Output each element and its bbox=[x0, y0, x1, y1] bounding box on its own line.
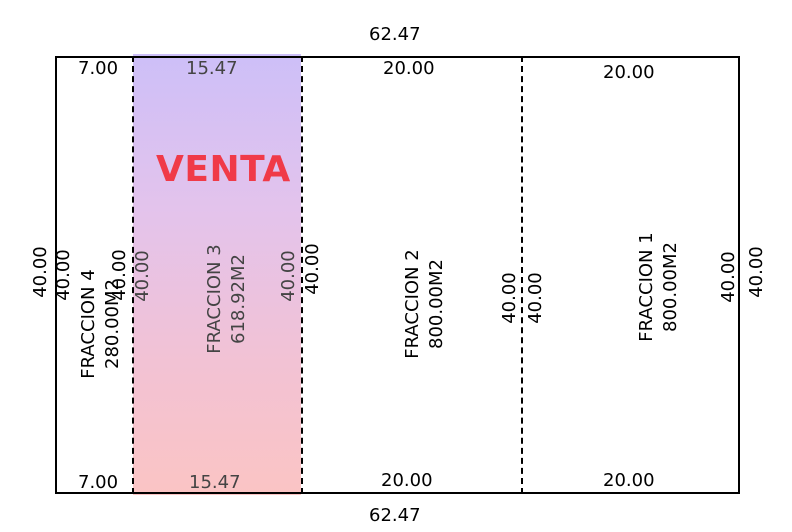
lot-2-label: FRACCION 2 800.00M2 bbox=[401, 249, 449, 358]
lot-2-name: FRACCION 2 bbox=[402, 249, 423, 359]
lot-3-front-top: 15.47 bbox=[186, 58, 238, 79]
sale-label: VENTA bbox=[156, 149, 291, 190]
total-width-bottom: 62.47 bbox=[369, 505, 421, 526]
lot-4-area: 280.00M2 bbox=[102, 279, 123, 369]
lot-3-depth-left: 40.00 bbox=[132, 250, 153, 302]
lot-4-front-top: 7.00 bbox=[78, 58, 119, 79]
sale-lot-highlight bbox=[133, 54, 301, 495]
lot-3-area: 618.92M2 bbox=[228, 254, 249, 344]
lot-1-area: 800.00M2 bbox=[660, 242, 681, 332]
lot-1-depth-right: 40.00 bbox=[718, 251, 739, 303]
outer-depth-right: 40.00 bbox=[746, 246, 767, 298]
lot-2-depth-left: 40.00 bbox=[302, 243, 323, 295]
lot-4-front-bottom: 7.00 bbox=[78, 472, 119, 493]
lot-1-depth-left: 40.00 bbox=[525, 272, 546, 324]
property-boundary bbox=[55, 56, 740, 494]
lot-divider-2-1 bbox=[521, 56, 523, 494]
lot-1-name: FRACCION 1 bbox=[636, 232, 657, 342]
lot-2-area: 800.00M2 bbox=[426, 259, 447, 349]
lot-3-name: FRACCION 3 bbox=[204, 244, 225, 354]
lot-3-label: FRACCION 3 618.92M2 bbox=[203, 244, 251, 353]
lot-2-front-top: 20.00 bbox=[383, 58, 435, 79]
lot-divider-4-3 bbox=[132, 56, 134, 494]
lot-2-depth-right: 40.00 bbox=[499, 272, 520, 324]
lot-4-depth-left: 40.00 bbox=[53, 249, 74, 301]
lot-1-label: FRACCION 1 800.00M2 bbox=[635, 232, 683, 341]
lot-divider-3-2 bbox=[301, 56, 303, 494]
lot-4-label: FRACCION 4 280.00M2 bbox=[77, 269, 125, 378]
lot-3-depth-right: 40.00 bbox=[278, 250, 299, 302]
lot-4-name: FRACCION 4 bbox=[78, 269, 99, 379]
lot-1-front-top: 20.00 bbox=[603, 62, 655, 83]
total-width-top: 62.47 bbox=[369, 24, 421, 45]
lot-2-front-bottom: 20.00 bbox=[381, 470, 433, 491]
outer-depth-left: 40.00 bbox=[30, 246, 51, 298]
lot-1-front-bottom: 20.00 bbox=[603, 470, 655, 491]
lot-3-front-bottom: 15.47 bbox=[189, 472, 241, 493]
